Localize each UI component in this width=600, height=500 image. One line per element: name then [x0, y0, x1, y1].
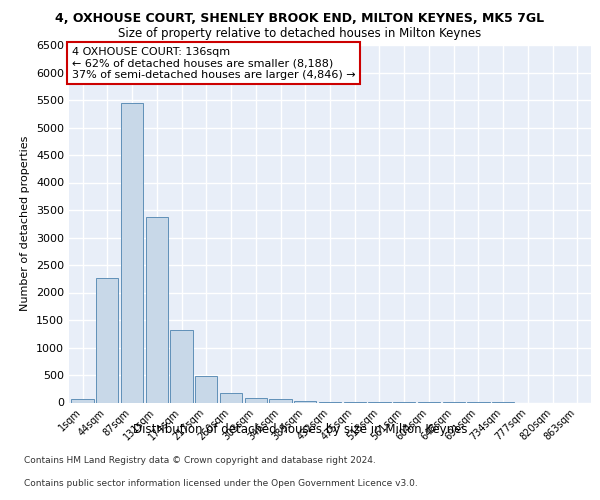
- Bar: [195, 376, 217, 402]
- Bar: [146, 216, 168, 402]
- Bar: [294, 401, 316, 402]
- Bar: [220, 394, 242, 402]
- Bar: [121, 103, 143, 403]
- Text: 4, OXHOUSE COURT, SHENLEY BROOK END, MILTON KEYNES, MK5 7GL: 4, OXHOUSE COURT, SHENLEY BROOK END, MIL…: [55, 12, 545, 26]
- Bar: [245, 398, 267, 402]
- Bar: [269, 400, 292, 402]
- Text: 4 OXHOUSE COURT: 136sqm
← 62% of detached houses are smaller (8,188)
37% of semi: 4 OXHOUSE COURT: 136sqm ← 62% of detache…: [71, 47, 355, 80]
- Text: Contains public sector information licensed under the Open Government Licence v3: Contains public sector information licen…: [24, 478, 418, 488]
- Y-axis label: Number of detached properties: Number of detached properties: [20, 136, 31, 312]
- Bar: [96, 278, 118, 402]
- Text: Size of property relative to detached houses in Milton Keynes: Size of property relative to detached ho…: [118, 28, 482, 40]
- Bar: [170, 330, 193, 402]
- Bar: [71, 399, 94, 402]
- Text: Distribution of detached houses by size in Milton Keynes: Distribution of detached houses by size …: [133, 422, 467, 436]
- Text: Contains HM Land Registry data © Crown copyright and database right 2024.: Contains HM Land Registry data © Crown c…: [24, 456, 376, 465]
